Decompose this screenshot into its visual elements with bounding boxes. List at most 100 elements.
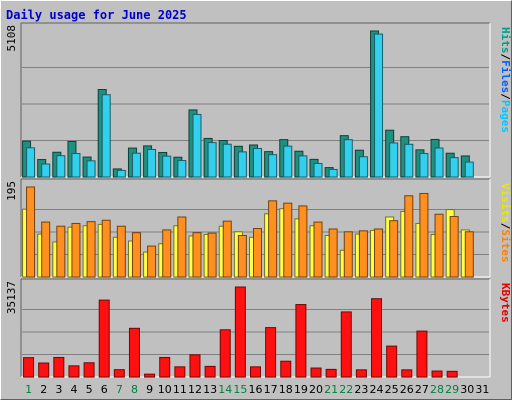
kbytes-bar-kbytes bbox=[98, 299, 110, 378]
visits-bar-sites bbox=[313, 221, 323, 278]
kbytes-bar-kbytes bbox=[128, 327, 140, 378]
hits-bar-files bbox=[192, 113, 202, 178]
day-label: 19 bbox=[294, 383, 308, 396]
day-label: 30 bbox=[460, 383, 474, 396]
hits-legend-item: Hits bbox=[499, 27, 512, 54]
hits-bar-files bbox=[26, 147, 36, 178]
hits-bar-files bbox=[207, 142, 217, 178]
visits-bar-sites bbox=[237, 234, 247, 278]
visits-bar-sites bbox=[101, 219, 111, 278]
day-label: 26 bbox=[400, 383, 414, 396]
hits-bar-files bbox=[162, 155, 172, 178]
kbytes-bar-kbytes bbox=[189, 354, 201, 378]
visits-bar-sites bbox=[41, 221, 51, 278]
day-label: 9 bbox=[146, 383, 153, 396]
hits-max-label: 5108 bbox=[5, 25, 18, 52]
hits-legend-item: Files bbox=[499, 60, 512, 93]
visits-legend-item: Visits bbox=[499, 183, 512, 223]
visits-bar-sites bbox=[449, 216, 459, 278]
day-label: 10 bbox=[158, 383, 172, 396]
visits-bar-sites bbox=[389, 220, 399, 278]
hits-bar-files bbox=[41, 163, 51, 178]
day-label: 29 bbox=[445, 383, 459, 396]
day-label: 20 bbox=[309, 383, 323, 396]
hits-bar-files bbox=[177, 160, 187, 178]
visits-bar-sites bbox=[358, 230, 368, 278]
kbytes-bar-kbytes bbox=[446, 370, 458, 378]
hits-bar-files bbox=[313, 162, 323, 178]
day-label: 24 bbox=[370, 383, 384, 396]
hits-bar-files bbox=[328, 168, 338, 178]
hits-bar-files bbox=[237, 151, 247, 178]
day-label: 28 bbox=[430, 383, 444, 396]
kbytes-bar-kbytes bbox=[83, 362, 95, 378]
hits-bar-files bbox=[268, 154, 278, 178]
hits-bar-files bbox=[147, 148, 157, 178]
visits-bar-sites bbox=[207, 232, 217, 278]
visits-bar-sites bbox=[116, 225, 126, 278]
day-label: 23 bbox=[354, 383, 368, 396]
day-label: 12 bbox=[188, 383, 202, 396]
kbytes-bar-kbytes bbox=[23, 357, 35, 378]
hits-bar-files bbox=[253, 148, 262, 178]
kbytes-bar-kbytes bbox=[113, 369, 125, 378]
day-label: 2 bbox=[40, 383, 47, 396]
hits-bar-files bbox=[389, 142, 399, 178]
kbytes-bar-kbytes bbox=[174, 366, 186, 378]
visits-bar-sites bbox=[192, 232, 202, 278]
visits-bar-sites bbox=[298, 205, 308, 278]
kbytes-bar-kbytes bbox=[159, 356, 171, 378]
visits-bar-sites bbox=[464, 231, 474, 278]
day-label: 8 bbox=[131, 383, 138, 396]
day-label: 22 bbox=[339, 383, 353, 396]
visits-bar-sites bbox=[253, 228, 262, 278]
hits-bar-files bbox=[71, 153, 81, 178]
hits-bar-files bbox=[298, 155, 308, 178]
visits-bar-sites bbox=[162, 229, 172, 278]
day-label: 15 bbox=[233, 383, 247, 396]
day-label: 13 bbox=[203, 383, 217, 396]
hits-bar-files bbox=[222, 143, 232, 178]
kbytes-bar-kbytes bbox=[234, 286, 246, 378]
visits-bar-sites bbox=[343, 231, 353, 278]
hits-bar-files bbox=[434, 147, 444, 178]
hits-legend: Hits/Files/Pages bbox=[499, 27, 512, 133]
hits-bar-files bbox=[374, 33, 384, 178]
kbytes-bar-kbytes bbox=[204, 365, 216, 378]
kbytes-bar-kbytes bbox=[144, 373, 156, 378]
kbytes-bar-kbytes bbox=[280, 360, 292, 378]
kbytes-bar-kbytes bbox=[295, 304, 307, 378]
kbytes-bar-kbytes bbox=[401, 369, 413, 378]
visits-max-label: 195 bbox=[5, 181, 18, 201]
hits-legend-separator: / bbox=[499, 54, 512, 61]
day-label: 17 bbox=[264, 383, 278, 396]
visits-bar-sites bbox=[283, 202, 293, 278]
visits-bar-sites bbox=[419, 192, 429, 278]
day-label: 18 bbox=[279, 383, 293, 396]
visits-legend: Visits/Sites bbox=[499, 183, 512, 263]
kbytes-bar-kbytes bbox=[265, 327, 277, 378]
chart-title: Daily usage for June 2025 bbox=[6, 8, 187, 22]
day-label: 11 bbox=[173, 383, 187, 396]
day-label: 6 bbox=[101, 383, 108, 396]
visits-bar-sites bbox=[177, 216, 187, 278]
hits-bar-files bbox=[56, 155, 66, 178]
kbytes-bar-kbytes bbox=[386, 345, 398, 378]
day-label: 16 bbox=[249, 383, 263, 396]
kbytes-bar-kbytes bbox=[219, 329, 231, 378]
hits-bar-files bbox=[101, 94, 111, 178]
hits-bar-files bbox=[283, 145, 293, 178]
hits-bar-files bbox=[131, 152, 141, 178]
kbytes-bar-kbytes bbox=[325, 368, 337, 378]
visits-bar-sites bbox=[434, 213, 444, 278]
visits-legend-item: Sites bbox=[499, 229, 512, 262]
day-label: 1 bbox=[25, 383, 32, 396]
visits-bar-sites bbox=[86, 221, 96, 278]
hits-legend-item: Pages bbox=[499, 100, 512, 133]
visits-bar-sites bbox=[71, 222, 81, 278]
visits-bar-sites bbox=[147, 245, 157, 278]
visits-legend-separator: / bbox=[499, 223, 512, 230]
hits-bar-files bbox=[116, 169, 126, 178]
kbytes-bar-kbytes bbox=[53, 356, 65, 378]
